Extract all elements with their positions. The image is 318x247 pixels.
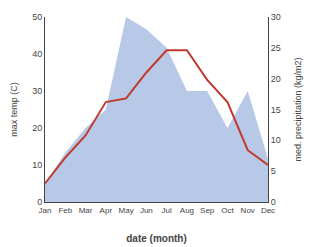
svg-text:Nov: Nov <box>241 206 255 215</box>
svg-text:Aug: Aug <box>180 206 194 215</box>
svg-text:Jun: Jun <box>140 206 153 215</box>
svg-text:30: 30 <box>32 86 42 96</box>
svg-text:10: 10 <box>271 135 281 145</box>
svg-text:Oct: Oct <box>221 206 234 215</box>
svg-text:Dec: Dec <box>261 206 275 215</box>
svg-text:Mar: Mar <box>79 206 93 215</box>
svg-text:0: 0 <box>37 197 42 207</box>
svg-text:50: 50 <box>32 12 42 22</box>
svg-text:15: 15 <box>271 105 281 115</box>
svg-text:20: 20 <box>32 123 42 133</box>
svg-text:Feb: Feb <box>58 206 72 215</box>
svg-text:40: 40 <box>32 49 42 59</box>
svg-text:25: 25 <box>271 43 281 53</box>
svg-text:Sep: Sep <box>200 206 215 215</box>
svg-text:30: 30 <box>271 12 281 22</box>
svg-text:max temp (C): max temp (C) <box>9 82 19 137</box>
svg-text:Jul: Jul <box>162 206 172 215</box>
svg-text:20: 20 <box>271 74 281 84</box>
svg-text:10: 10 <box>32 160 42 170</box>
svg-text:5: 5 <box>271 166 276 176</box>
svg-text:med. precipitation (kg/m2): med. precipitation (kg/m2) <box>293 57 303 161</box>
svg-text:date (month): date (month) <box>126 233 187 244</box>
svg-text:Apr: Apr <box>100 206 113 215</box>
svg-text:May: May <box>119 206 134 215</box>
svg-text:Jan: Jan <box>39 206 52 215</box>
svg-text:0: 0 <box>271 197 276 207</box>
